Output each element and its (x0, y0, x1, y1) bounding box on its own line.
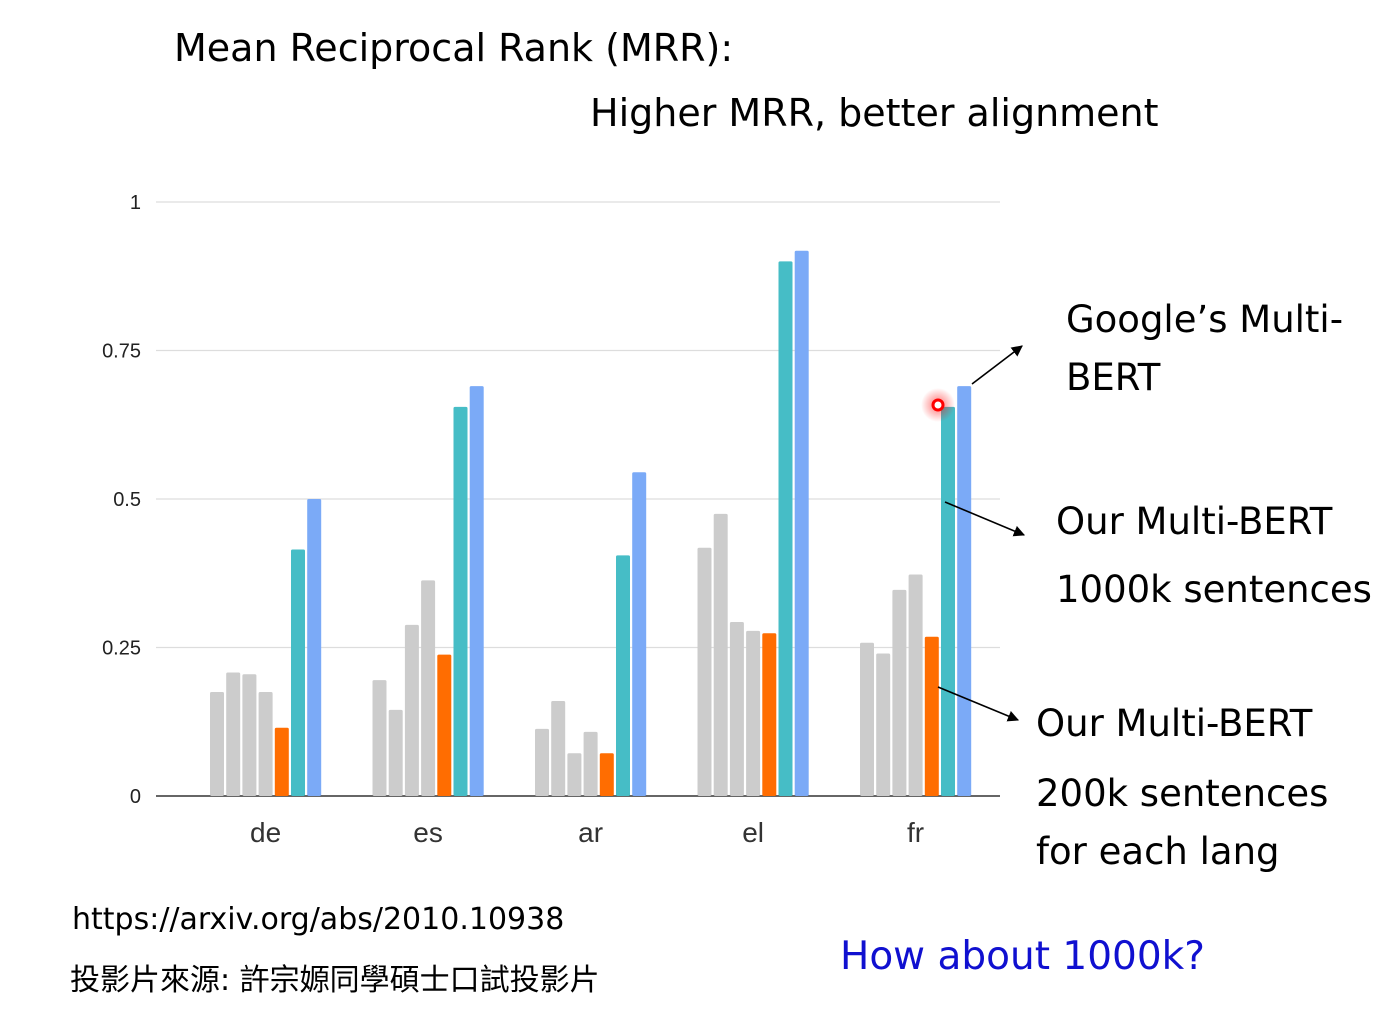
y-tick-label: 0.5 (113, 489, 141, 511)
x-tick-label-ar: ar (578, 817, 603, 848)
bar-es-1 (372, 680, 387, 796)
bar-fr-4 (908, 574, 923, 796)
bar-ar-7 (632, 472, 647, 796)
x-tick-label-es: es (413, 817, 443, 848)
annotation-google-line2: BERT (1066, 356, 1161, 399)
bars (210, 250, 972, 796)
bar-el-4 (746, 630, 761, 796)
bar-ar-3 (567, 753, 582, 796)
bar-ar-2 (551, 700, 566, 796)
bar-fr-1 (860, 642, 874, 796)
bar-es-5 (437, 654, 452, 796)
bar-de-5 (274, 727, 289, 796)
annotation-our-200k-line2: 200k sentences (1036, 772, 1329, 815)
question-text: How about 1000k? (840, 934, 1205, 979)
bar-el-3 (729, 621, 744, 796)
bar-es-7 (469, 386, 484, 796)
bar-fr-7 (957, 386, 972, 796)
bar-ar-1 (535, 728, 549, 796)
bar-fr-3 (892, 589, 907, 796)
our-200k-arrow (937, 686, 1020, 722)
y-tick-label: 0.25 (102, 638, 141, 660)
chart-title: Mean Reciprocal Rank (MRR): (174, 26, 734, 70)
y-tick-label: 0 (130, 786, 141, 808)
bar-el-1 (697, 547, 712, 796)
bar-de-2 (226, 672, 241, 796)
paper-url: https://arxiv.org/abs/2010.10938 (72, 902, 565, 937)
bar-es-3 (404, 624, 419, 796)
bar-de-1 (210, 692, 224, 796)
bar-ar-5 (599, 753, 614, 796)
annotation-google-line1: Google’s Multi- (1066, 298, 1344, 341)
chart-subtitle: Higher MRR, better alignment (590, 91, 1159, 135)
our-1000k-arrow (944, 501, 1026, 537)
y-tick-label: 1 (130, 192, 141, 214)
annotation-arrows (937, 345, 1026, 722)
bar-fr-5 (924, 636, 939, 796)
bar-de-3 (242, 674, 257, 796)
bar-fr-2 (876, 653, 891, 796)
x-tick-label-el: el (742, 817, 764, 848)
bar-el-5 (762, 633, 777, 796)
bar-el-7 (794, 250, 809, 796)
x-tick-label-de: de (250, 817, 281, 848)
bar-es-2 (388, 709, 403, 796)
bar-ar-4 (583, 731, 598, 796)
y-axis-ticks: 0 0.25 0.5 0.75 1 (102, 192, 141, 808)
bar-de-7 (307, 499, 322, 796)
bar-el-2 (713, 513, 728, 796)
bar-es-6 (453, 406, 468, 796)
bar-ar-6 (616, 555, 630, 796)
annotation-our-1000k-line1: Our Multi-BERT (1056, 500, 1333, 543)
x-axis-categories: de es ar el fr (250, 817, 924, 848)
x-tick-label-fr: fr (907, 817, 924, 848)
pointer-dot-icon (931, 398, 945, 412)
bar-de-4 (258, 692, 273, 796)
bar-es-4 (421, 580, 436, 796)
bar-el-6 (778, 261, 793, 796)
annotation-our-200k-line3: for each lang (1036, 830, 1280, 873)
slide-source: 投影片來源: 許宗嫄同學碩士口試投影片 (70, 963, 600, 998)
annotation-our-200k-line1: Our Multi-BERT (1036, 702, 1313, 745)
bar-fr-6 (941, 406, 955, 796)
y-tick-label: 0.75 (102, 341, 141, 363)
annotation-our-1000k-line2: 1000k sentences (1056, 568, 1372, 611)
laser-pointer (921, 388, 955, 422)
bar-de-6 (291, 549, 305, 796)
google-arrow (971, 345, 1023, 385)
